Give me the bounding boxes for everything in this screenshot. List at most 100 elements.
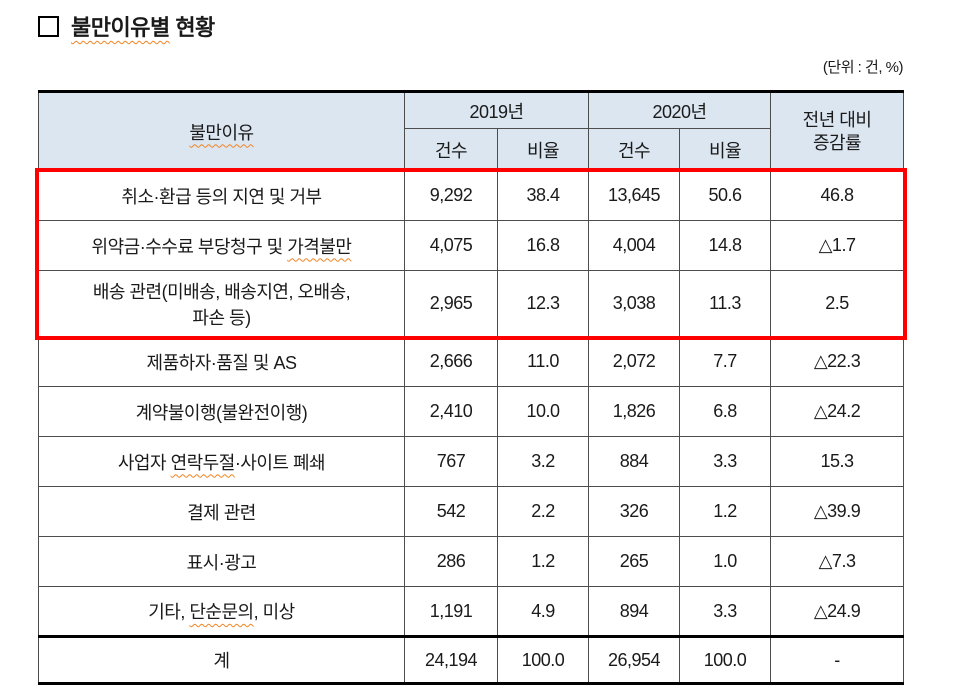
value-cell: 2.5	[770, 270, 905, 337]
reason-cell: 결제 관련	[38, 486, 405, 537]
value-cell: △24.2	[770, 386, 905, 437]
table-wrapper: 불만이유 2019년 2020년 전년 대비 증감률 건수 비율 건수 비율 취…	[35, 90, 908, 685]
value-cell: 10.0	[496, 386, 590, 437]
value-cell: 326	[588, 486, 681, 537]
misspelled-word: 가격불만	[287, 236, 352, 257]
reason-text: 위약금·수수료 부당청구 및	[91, 236, 288, 257]
table-row: 결제 관련 542 2.2 326 1.2 △39.9	[38, 486, 905, 537]
reason-text: 사업자	[117, 452, 171, 473]
misspelled-word: 연락두절	[170, 452, 236, 473]
value-cell: 4.9	[496, 586, 590, 637]
value-cell: 542	[404, 486, 498, 537]
value-cell: 2,666	[404, 336, 498, 387]
reason-cell: 위약금·수수료 부당청구 및 가격불만	[38, 220, 405, 271]
value-cell: 16.8	[496, 220, 590, 271]
reason-cell: 취소·환급 등의 지연 및 거부	[38, 170, 405, 221]
value-cell: 894	[588, 586, 681, 637]
header-reason: 불만이유	[38, 91, 405, 171]
header-year-2020: 2020년	[588, 91, 772, 129]
total-label: 계	[38, 635, 405, 684]
value-cell: 2,965	[404, 270, 498, 337]
value-cell: 3,038	[588, 270, 681, 337]
value-cell: 15.3	[770, 436, 905, 487]
value-cell: 100.0	[679, 635, 772, 684]
value-cell: 46.8	[770, 170, 905, 221]
table-row: 사업자 연락두절·사이트 폐쇄 767 3.2 884 3.3 15.3	[38, 436, 905, 487]
value-cell: 286	[404, 536, 498, 587]
value-cell: 7.7	[679, 336, 772, 387]
reason-text: 배송 관련(미배송, 배송지연, 오배송,	[92, 281, 351, 302]
value-cell: △7.3	[770, 536, 905, 587]
value-cell: 50.6	[679, 170, 772, 221]
value-cell: 2,410	[404, 386, 498, 437]
reason-cell: 배송 관련(미배송, 배송지연, 오배송, 파손 등)	[38, 270, 405, 337]
value-cell: 1,826	[588, 386, 681, 437]
reason-cell: 사업자 연락두절·사이트 폐쇄	[38, 436, 405, 487]
value-cell: 100.0	[496, 635, 590, 684]
value-cell: 767	[404, 436, 498, 487]
value-cell: 11.3	[679, 270, 772, 337]
value-cell: 14.8	[679, 220, 772, 271]
value-cell: 1.0	[679, 536, 772, 587]
value-cell: 4,004	[588, 220, 681, 271]
value-cell: 24,194	[404, 635, 498, 684]
reason-text: 기타,	[148, 602, 190, 622]
table-row: 계약불이행(불완전이행) 2,410 10.0 1,826 6.8 △24.2	[38, 386, 905, 437]
header-ratio-2020: 비율	[679, 128, 772, 171]
value-cell: 1,191	[404, 586, 498, 637]
value-cell: 265	[588, 536, 681, 587]
value-cell: 9,292	[404, 170, 498, 221]
value-cell: 3.3	[679, 436, 772, 487]
value-cell: 38.4	[496, 170, 590, 221]
value-cell: △24.9	[770, 586, 905, 637]
unit-note: (단위 : 건, %)	[822, 59, 904, 76]
header-reason-label: 불만이유	[189, 122, 254, 143]
header-yoy-line1: 전년 대비	[802, 110, 872, 130]
value-cell: 3.3	[679, 586, 772, 637]
reason-text: 파손 등)	[192, 307, 251, 328]
page-title: 불만이유별 현황	[38, 10, 215, 42]
table-body: 취소·환급 등의 지연 및 거부 9,292 38.4 13,645 50.6 46.8 위…	[38, 170, 905, 684]
table-row: 배송 관련(미배송, 배송지연, 오배송, 파손 등) 2,965 12.3 3,038…	[38, 270, 905, 337]
misspelled-word: 단순문의	[189, 602, 254, 622]
value-cell: 12.3	[496, 270, 590, 337]
header-row-metrics: 건수 비율 건수 비율	[39, 128, 904, 171]
table-row: 취소·환급 등의 지연 및 거부 9,292 38.4 13,645 50.6 46.8	[38, 170, 905, 221]
reason-cell: 제품하자·품질 및 AS	[38, 336, 405, 387]
header-row-years: 불만이유 2019년 2020년 전년 대비 증감률	[38, 91, 905, 171]
header-count-2020: 건수	[588, 128, 681, 171]
reason-text: ·사이트 폐쇄	[234, 452, 326, 473]
reason-text: 계약불이행(불완전이행)	[135, 402, 308, 423]
total-row: 계 24,194 100.0 26,954 100.0-	[38, 635, 905, 684]
reason-cell: 기타, 단순문의, 미상	[38, 586, 405, 637]
value-cell: 4,075	[404, 220, 498, 271]
reason-cell: 표시·광고	[38, 536, 405, 587]
square-bullet-icon	[38, 15, 59, 37]
header-ratio-2019: 비율	[496, 128, 590, 171]
value-cell: 1.2	[496, 536, 590, 587]
header-year-2019: 2019년	[403, 91, 590, 129]
title-underlined-word: 불만이유별	[71, 15, 170, 40]
reason-text: , 미상	[253, 602, 296, 622]
value-cell: 2.2	[496, 486, 590, 537]
complaint-table: 불만이유 2019년 2020년 전년 대비 증감률 건수 비율 건수 비율 취…	[38, 90, 905, 685]
title-rest: 현황	[169, 15, 215, 40]
table-row: 제품하자·품질 및 AS 2,666 11.0 2,072 7.7 △22.3	[38, 336, 905, 387]
value-cell: 2,072	[588, 336, 681, 387]
reason-text: 취소·환급 등의 지연 및 거부	[121, 186, 322, 207]
page-title-text: 불만이유별 현황	[71, 10, 215, 42]
value-cell: △39.9	[770, 486, 905, 537]
reason-cell: 계약불이행(불완전이행)	[38, 386, 405, 437]
table-row: 표시·광고 286 1.2 265 1.0 △7.3	[38, 536, 905, 587]
table-row: 기타, 단순문의, 미상 1,191 4.9 894 3.3 △24.9	[38, 586, 905, 637]
table-row: 위약금·수수료 부당청구 및 가격불만 4,075 16.8 4,004 14.8 △1.…	[38, 220, 905, 271]
header-count-2019: 건수	[404, 128, 498, 171]
value-cell: -	[770, 635, 905, 684]
value-cell: △1.7	[770, 220, 905, 271]
value-cell: 11.0	[496, 336, 590, 387]
value-cell: △22.3	[770, 336, 905, 387]
value-cell: 6.8	[679, 386, 772, 437]
header-yoy: 전년 대비 증감률	[770, 91, 905, 171]
reason-text: 제품하자·품질 및 AS	[146, 352, 297, 373]
header-yoy-line2: 증감률	[812, 132, 862, 153]
